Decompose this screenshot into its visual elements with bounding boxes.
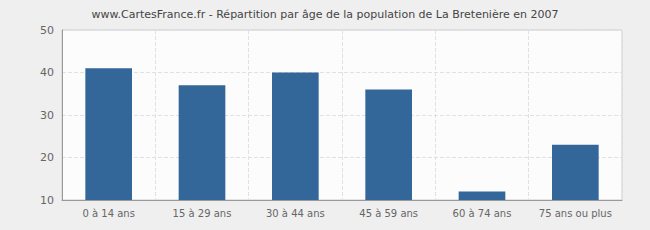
svg-text:40: 40 (40, 66, 54, 79)
svg-text:15 à 29 ans: 15 à 29 ans (173, 208, 232, 219)
svg-text:10: 10 (40, 194, 54, 207)
svg-text:www.CartesFrance.fr - Répartit: www.CartesFrance.fr - Répartition par âg… (92, 8, 559, 21)
svg-text:20: 20 (40, 151, 54, 164)
svg-text:30 à 44 ans: 30 à 44 ans (266, 208, 325, 219)
svg-text:60 à 74 ans: 60 à 74 ans (453, 208, 512, 219)
svg-text:50: 50 (40, 24, 54, 37)
svg-text:0 à 14 ans: 0 à 14 ans (82, 208, 134, 219)
svg-text:30: 30 (40, 109, 54, 122)
svg-text:75 ans ou plus: 75 ans ou plus (539, 208, 612, 219)
svg-text:45 à 59 ans: 45 à 59 ans (359, 208, 418, 219)
